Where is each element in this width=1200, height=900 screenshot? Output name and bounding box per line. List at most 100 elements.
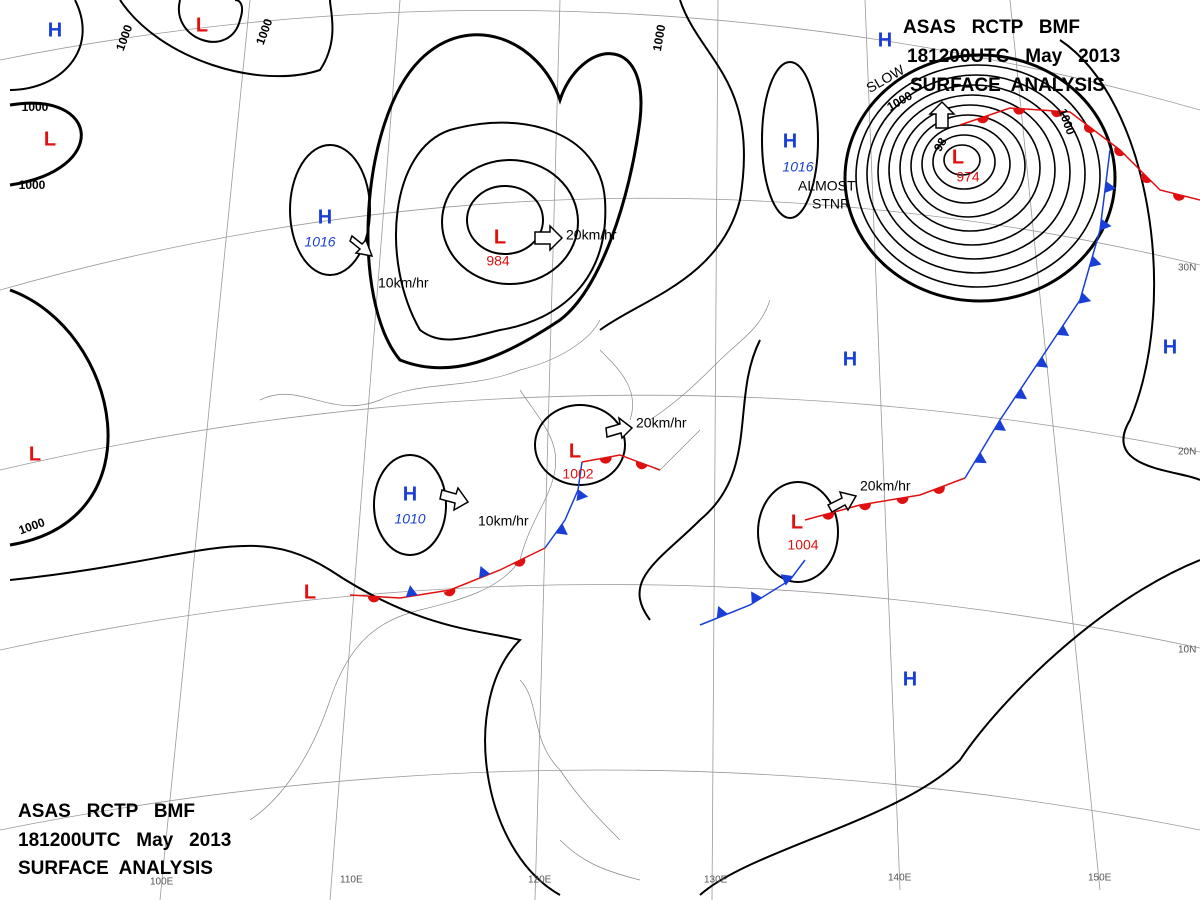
front-line: [544, 461, 583, 549]
parallel: [0, 394, 1200, 471]
header-line: SURFACE ANALYSIS: [910, 75, 1105, 96]
cold-front-symbol: [479, 565, 491, 579]
cold-front-symbol: [1089, 255, 1102, 268]
latitude-label: 10N: [1178, 645, 1196, 656]
isobar-label: 98: [931, 135, 950, 154]
high-symbol: H: [318, 206, 332, 228]
warm-front-symbol: [896, 496, 909, 504]
cold-front-symbol: [555, 523, 568, 535]
warm-front-symbol: [977, 115, 989, 124]
coastline: [599, 299, 771, 471]
isobar: [9, 544, 561, 896]
coastlines: [249, 299, 771, 881]
low-symbol: L: [304, 581, 316, 603]
high-symbol: H: [48, 19, 62, 41]
high-symbol: H: [878, 29, 892, 51]
isobar: [899, 104, 1041, 232]
cold-front-symbol: [405, 585, 418, 598]
isobar: [699, 559, 1200, 896]
center-pressure: 1002: [562, 466, 593, 482]
isobar: [177, 0, 244, 43]
isobar: [366, 33, 643, 370]
isobar: [9, 288, 110, 547]
motion-label: 20km/hr: [860, 478, 911, 494]
front-line: [699, 559, 806, 626]
motion-arrow: [826, 490, 858, 514]
low-symbol: L: [569, 440, 581, 462]
isobar: [877, 84, 1071, 260]
isobar: [943, 144, 981, 176]
high-symbol: H: [903, 668, 917, 690]
motion-arrow: [534, 224, 564, 252]
cold-front-symbol: [1078, 292, 1092, 304]
warm-front-symbol: [1173, 193, 1185, 201]
warm-front-symbol: [822, 512, 835, 520]
isobar: [638, 339, 761, 621]
motion-label: 20km/hr: [566, 227, 617, 243]
longitude-label: 140E: [888, 873, 912, 884]
motion-label: 10km/hr: [378, 275, 429, 291]
warm-front-symbol: [1114, 145, 1125, 157]
cold-front-symbol: [993, 419, 1006, 431]
parallel: [0, 10, 1200, 111]
warm-front-symbol: [599, 456, 612, 464]
isobar: [395, 121, 607, 341]
header-line: ASAS RCTP BMF: [903, 17, 1080, 38]
isobar: [910, 114, 1026, 218]
warm-front-symbol: [1051, 110, 1064, 118]
meridian: [159, 0, 251, 900]
header-line: 181200UTC May 2013: [907, 46, 1120, 67]
warm-front-symbol: [859, 503, 871, 511]
isobars: [9, 0, 1200, 896]
high-symbol: H: [783, 130, 797, 152]
low-symbol: L: [44, 128, 56, 150]
longitude-label: 100E: [150, 877, 174, 888]
isobar: [757, 481, 839, 583]
warm-front-symbol: [933, 485, 945, 494]
high-symbol: H: [1163, 336, 1177, 358]
isobar-label: 1000: [650, 23, 668, 52]
isobar: [761, 61, 819, 219]
header-line: ASAS RCTP BMF: [18, 801, 195, 822]
low-symbol: L: [952, 146, 964, 168]
warm-front-symbol: [513, 557, 526, 567]
center-pressure: 1016: [304, 234, 335, 250]
motion-arrows: [349, 100, 956, 514]
latitude-label: 20N: [1178, 447, 1196, 458]
cold-front-symbol: [576, 489, 589, 501]
front-line: [581, 454, 661, 471]
longitude-label: 120E: [528, 875, 552, 886]
isobar: [921, 124, 1011, 204]
warm-front-symbol: [1141, 172, 1152, 184]
cold-front-symbol: [1104, 181, 1117, 194]
cold-front-symbol: [716, 605, 728, 619]
longitude-label: 130E: [704, 875, 728, 886]
cold-front-symbol: [1014, 388, 1028, 400]
center-pressure: 984: [486, 253, 510, 269]
isobar: [843, 53, 1117, 303]
isobar: [888, 94, 1056, 246]
header-line: 181200UTC May 2013: [18, 830, 231, 851]
motion-label: 20km/hr: [636, 415, 687, 431]
warm-front-symbol: [367, 596, 380, 603]
isobar: [466, 185, 544, 255]
isobar-label: 1000: [19, 178, 46, 192]
warm-front-symbol: [635, 461, 648, 470]
center-pressure: 1004: [787, 537, 818, 553]
coastline: [249, 319, 601, 821]
isobar: [373, 454, 447, 556]
isobar: [866, 74, 1086, 274]
motion-arrow: [349, 234, 374, 257]
isobar: [289, 144, 371, 276]
center-pressure: 974: [956, 169, 980, 185]
isobar: [855, 64, 1101, 288]
warm-front-symbol: [1013, 108, 1026, 115]
high-symbol: H: [403, 483, 417, 505]
cold-front-symbol: [780, 574, 793, 586]
low-symbol: L: [29, 443, 41, 465]
parallel: [0, 769, 1200, 831]
cold-front-symbol: [974, 452, 987, 464]
center-pressure: 1010: [394, 511, 425, 527]
